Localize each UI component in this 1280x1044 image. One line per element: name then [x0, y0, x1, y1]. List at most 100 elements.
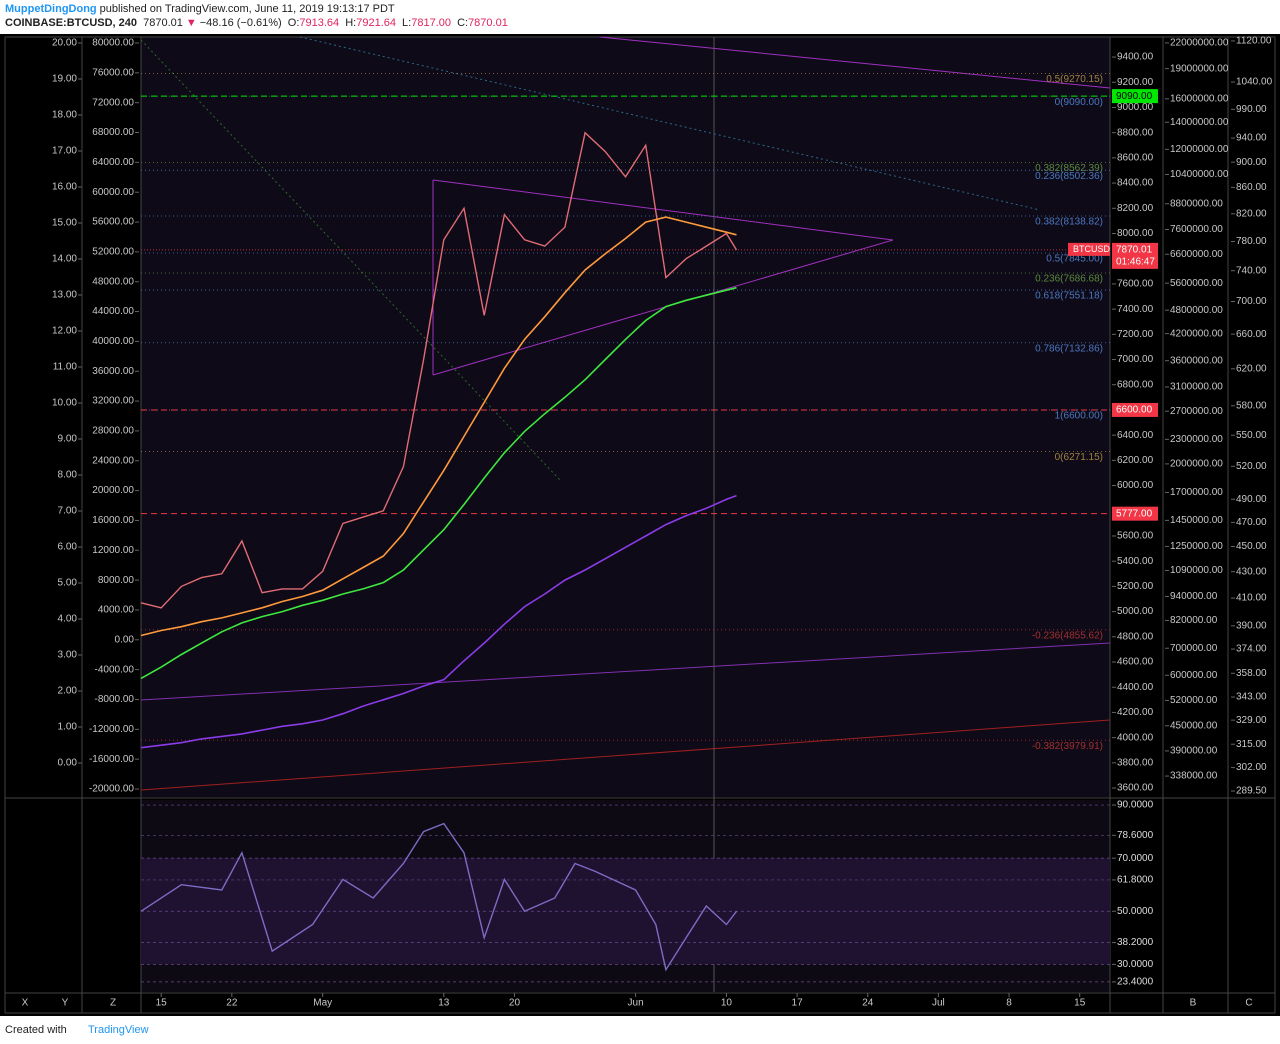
y-tick-label: 4200.00: [1117, 707, 1154, 718]
author[interactable]: MuppetDingDong: [5, 3, 97, 15]
y-tick-label: -8000.00: [95, 694, 135, 705]
y-tick-label: 289.50: [1236, 786, 1267, 797]
y-tick-label: 343.00: [1236, 692, 1267, 703]
y-tick-label: -20000.00: [89, 784, 134, 795]
y-tick-label: 550.00: [1236, 430, 1267, 441]
y-tick-label: 5.00: [58, 578, 78, 589]
y-tick-label: 6.00: [58, 542, 78, 553]
y-tick-label: 64000.00: [92, 157, 134, 168]
y-tick-label: 338000.00: [1170, 771, 1218, 782]
toolbar-button[interactable]: Z: [110, 998, 116, 1009]
fib-label: 0.236(8502.36): [1035, 171, 1103, 182]
footer-brand[interactable]: TradingView: [88, 1024, 149, 1036]
y-tick-label: 5000.00: [1117, 606, 1154, 617]
y-tick-label: 24000.00: [92, 455, 134, 466]
y-tick-label: 1120.00: [1236, 36, 1272, 47]
y-tick-label: 50.0000: [1117, 906, 1154, 917]
y-tick-label: 8000.00: [98, 575, 135, 586]
y-tick-label: 1040.00: [1236, 77, 1273, 88]
toolbar-button[interactable]: C: [1245, 998, 1252, 1009]
y-tick-label: 620.00: [1236, 363, 1267, 374]
y-tick-label: 10.00: [52, 398, 77, 409]
close-label: C:: [457, 17, 469, 29]
x-tick-label: May: [313, 998, 332, 1009]
x-tick-label: Jun: [628, 998, 644, 1009]
y-tick-label: 430.00: [1236, 566, 1267, 577]
y-tick-label: 390.00: [1236, 620, 1267, 631]
y-tick-label: 860.00: [1236, 182, 1267, 193]
open-label: O:: [287, 17, 300, 29]
y-tick-label: 4000.00: [98, 605, 135, 616]
y-tick-label: 22000000.00: [1170, 38, 1229, 49]
rsi-band: [141, 858, 1110, 965]
price-label-box: [1112, 89, 1158, 104]
y-tick-label: 990.00: [1236, 104, 1267, 115]
fib-label: 0.382(8562.39): [1035, 163, 1103, 174]
y-tick-label: 90.0000: [1117, 800, 1154, 811]
y-tick-label: 1250000.00: [1170, 541, 1223, 552]
fib-label: 1(6600.00): [1055, 411, 1103, 422]
y-tick-label: 12.00: [52, 326, 77, 337]
quote-line: COINBASE:BTCUSD, 240 7870.01 ▼ −48.16 (−0.…: [5, 17, 511, 29]
y-tick-label: 10400000.00: [1170, 169, 1229, 180]
y-tick-label: 5400.00: [1117, 556, 1154, 567]
y-tick-label: 3100000.00: [1170, 382, 1223, 393]
y-tick-label: 5600000.00: [1170, 278, 1223, 289]
y-tick-label: 1090000.00: [1170, 565, 1223, 576]
toolbar-button[interactable]: B: [1190, 998, 1197, 1009]
price-label: 9090.00: [1116, 91, 1153, 102]
y-tick-label: 7600.00: [1117, 279, 1154, 290]
last-price-label: 7870.01: [1116, 245, 1153, 256]
last-price-box: [1112, 242, 1158, 269]
y-tick-label: -16000.00: [89, 754, 134, 765]
symbol: COINBASE:BTCUSD, 240: [5, 17, 138, 29]
y-tick-label: 450.00: [1236, 541, 1267, 552]
price-label: 5777.00: [1116, 508, 1153, 519]
y-tick-label: 2.00: [58, 686, 78, 697]
fib-label: 0.618(7551.18): [1035, 291, 1103, 302]
y-tick-label: 4400.00: [1117, 682, 1154, 693]
y-tick-label: 56000.00: [92, 217, 134, 228]
toolbar-button[interactable]: Y: [62, 998, 69, 1009]
y-tick-label: 6800.00: [1117, 379, 1154, 390]
y-tick-label: 600000.00: [1170, 670, 1218, 681]
y-tick-label: 13.00: [52, 290, 77, 301]
y-tick-label: 7400.00: [1117, 304, 1154, 315]
y-tick-label: 68000.00: [92, 127, 134, 138]
footer-created: Created with: [5, 1024, 67, 1036]
x-tick-label: 13: [438, 998, 450, 1009]
y-tick-label: 6600000.00: [1170, 249, 1223, 260]
y-tick-label: 8800000.00: [1170, 198, 1223, 209]
x-tick-label: 22: [226, 998, 238, 1009]
published: published on TradingView.com, June 11, 2…: [99, 3, 395, 15]
y-tick-label: 44000.00: [92, 306, 134, 317]
y-tick-label: 940000.00: [1170, 591, 1218, 602]
x-tick-label: Jul: [932, 998, 945, 1009]
y-tick-label: 740.00: [1236, 265, 1267, 276]
trend-line: [599, 36, 1111, 89]
toolbar-button[interactable]: X: [22, 998, 29, 1009]
y-tick-label: 6200.00: [1117, 455, 1154, 466]
trend-line: [432, 239, 894, 376]
x-tick-label: 10: [721, 998, 733, 1009]
y-tick-label: 8600.00: [1117, 153, 1154, 164]
y-tick-label: 38.2000: [1117, 937, 1154, 948]
y-tick-label: 60000.00: [92, 187, 134, 198]
y-tick-label: 0.00: [115, 634, 135, 645]
y-tick-label: 329.00: [1236, 715, 1267, 726]
series-line: [140, 131, 738, 609]
y-tick-label: 9400.00: [1117, 52, 1154, 63]
fib-label: 0(9090.00): [1055, 97, 1103, 108]
y-tick-label: -4000.00: [95, 664, 135, 675]
series-line: [140, 216, 737, 637]
y-tick-label: 4200000.00: [1170, 328, 1223, 339]
y-tick-label: 0.00: [58, 758, 78, 769]
y-tick-label: 470.00: [1236, 517, 1267, 528]
y-tick-label: 390000.00: [1170, 746, 1218, 757]
change: −48.16 (−0.61%): [199, 17, 282, 29]
y-tick-label: 16.00: [52, 182, 77, 193]
y-tick-label: 20.00: [52, 38, 77, 49]
price-label-box: [1112, 402, 1158, 417]
fib-label: 0.236(7686.68): [1035, 274, 1103, 285]
